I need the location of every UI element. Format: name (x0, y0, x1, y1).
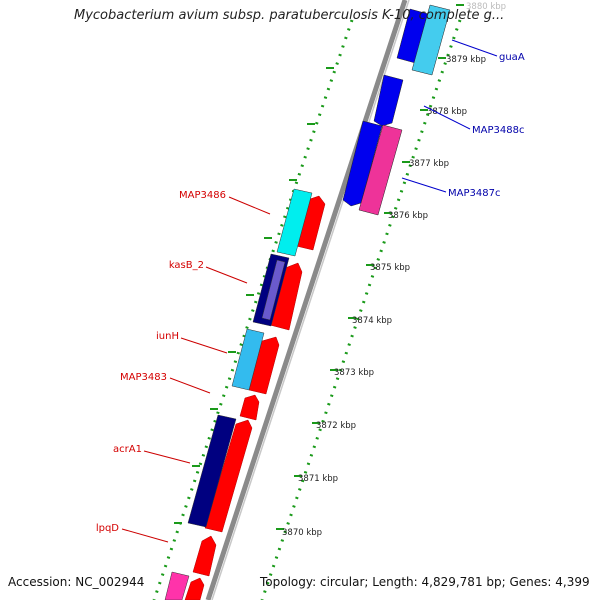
gene-label-kasB_2[interactable]: kasB_2 (169, 260, 204, 271)
map-title: Mycobacterium avium subsp. paratuberculo… (74, 8, 505, 23)
genome-backbone (205, 0, 408, 600)
left-track-ticks (174, 67, 334, 524)
cds-block[interactable] (411, 4, 451, 76)
scale-labels: 3880 kbp 3879 kbp 3878 kbp 3877 kbp 3876… (282, 2, 506, 538)
cds-arrow[interactable] (184, 577, 205, 600)
dotted-track-left (152, 19, 354, 600)
gene-label-acrA1[interactable]: acrA1 (113, 444, 142, 455)
gene-label-MAP3486[interactable]: MAP3486 (179, 190, 226, 201)
cds-arrow[interactable] (204, 419, 253, 533)
tick-label: 3877 kbp (409, 159, 449, 169)
tick-label: 3875 kbp (370, 263, 410, 273)
forward-gene-labels: MAP3486 kasB_2 iunH MAP3483 acrA1 lpqD (96, 190, 271, 543)
gene-label-iunH[interactable]: iunH (156, 331, 179, 342)
forward-cds-left-track (164, 188, 313, 600)
tick-label: 3873 kbp (334, 368, 374, 378)
gene-label-lpqD[interactable]: lpqD (96, 523, 119, 534)
tick-label: 3874 kbp (352, 316, 392, 326)
tick-label: 3879 kbp (446, 55, 486, 65)
cds-block[interactable] (187, 414, 237, 528)
tick-label: 3872 kbp (316, 421, 356, 431)
cds-arrow[interactable] (239, 394, 260, 421)
accession-label: Accession: NC_002944 (8, 575, 145, 589)
tick-label: 3876 kbp (388, 211, 428, 221)
cds-block[interactable] (276, 188, 313, 257)
cds-block[interactable] (261, 259, 286, 321)
cds-block[interactable] (164, 571, 190, 600)
gene-label-MAP3488c[interactable]: MAP3488c (472, 125, 524, 136)
cds-arrow[interactable] (192, 535, 217, 577)
dotted-track-right (260, 19, 462, 600)
topology-label: Topology: circular; Length: 4,829,781 bp… (260, 575, 590, 589)
reverse-cds-track (342, 4, 451, 216)
cds-block[interactable] (358, 124, 403, 216)
genome-backbone-shadow (211, 0, 410, 600)
tick-label: 3871 kbp (298, 474, 338, 484)
tick-label: 3880 kbp (466, 2, 506, 12)
gene-label-guaA[interactable]: guaA (499, 52, 525, 63)
tick-label: 3878 kbp (427, 107, 467, 117)
tick-label: 3870 kbp (282, 528, 322, 538)
forward-cds-track (184, 195, 326, 600)
cds-block[interactable] (231, 328, 265, 391)
gene-label-MAP3487c[interactable]: MAP3487c (448, 188, 500, 199)
scale-ticks (276, 4, 464, 530)
cds-arrow[interactable] (342, 120, 383, 207)
reverse-gene-labels: guaA MAP3488c MAP3487c (401, 39, 525, 199)
cds-arrow[interactable] (373, 74, 404, 127)
gene-label-MAP3483[interactable]: MAP3483 (120, 372, 167, 383)
